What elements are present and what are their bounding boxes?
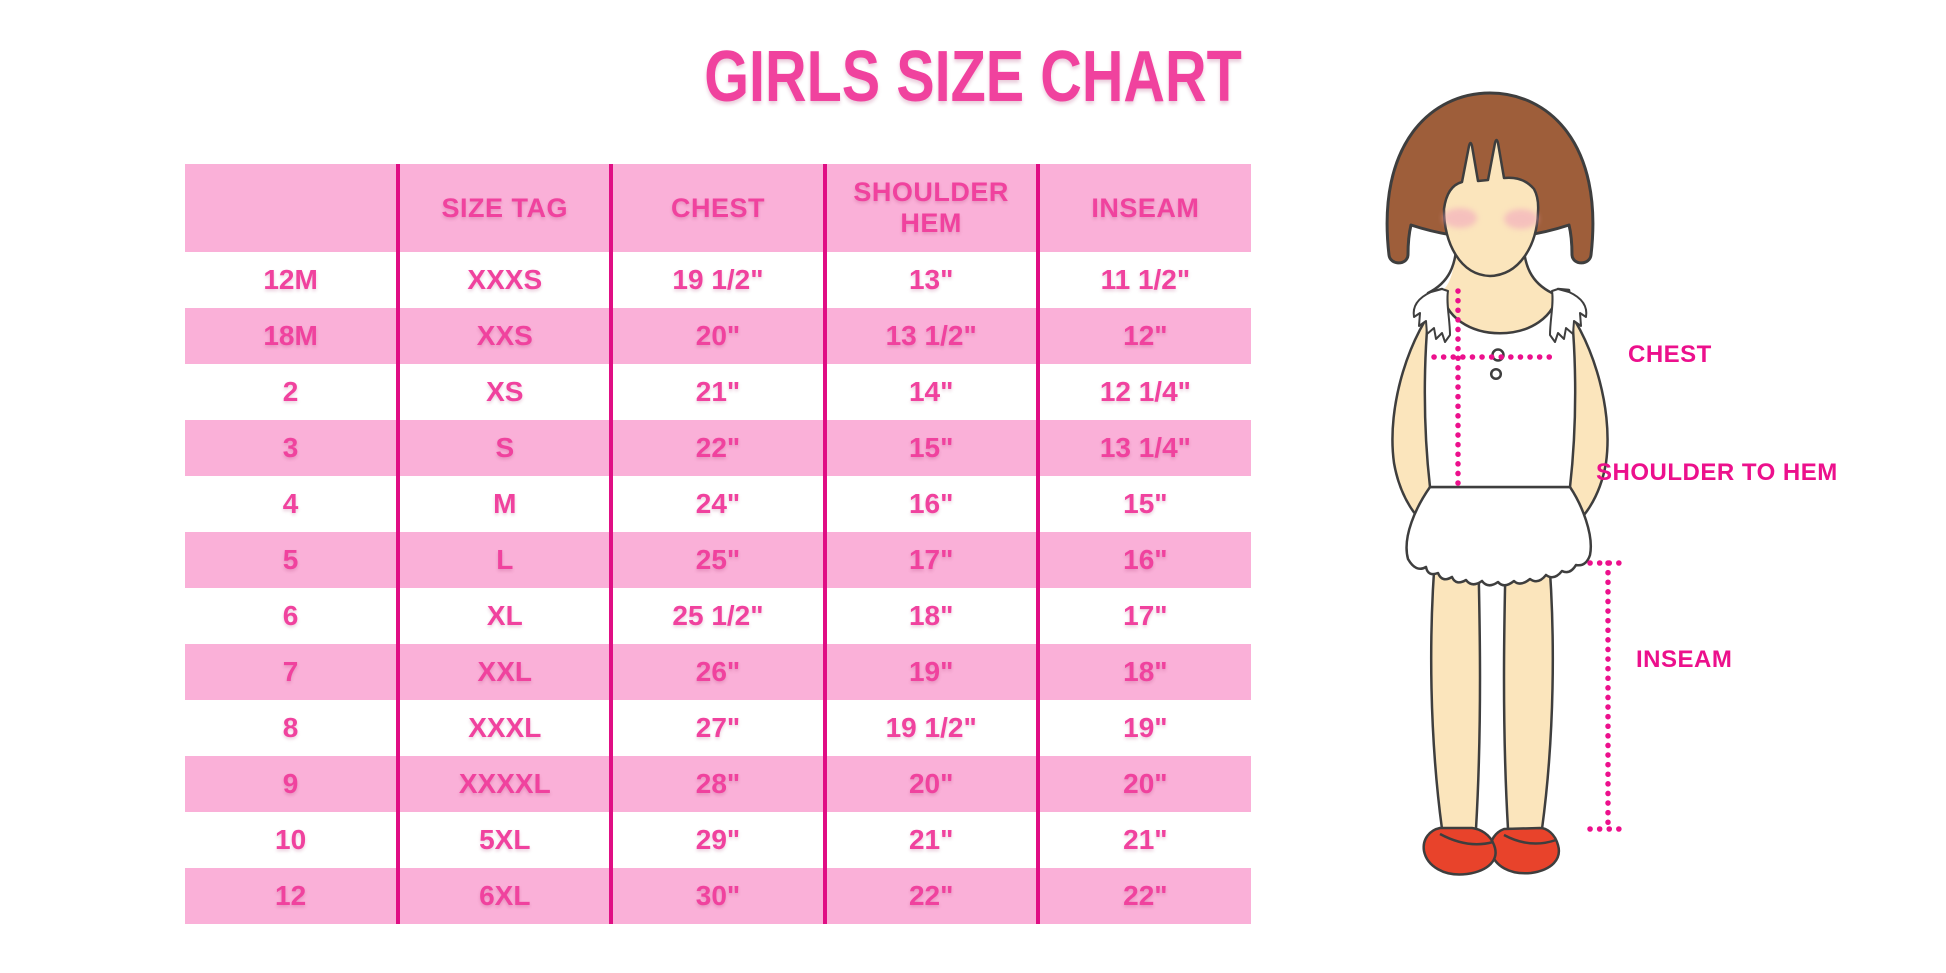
legs: [1429, 543, 1555, 831]
table-cell: 16": [822, 476, 1038, 532]
shoes: [1422, 826, 1561, 876]
table-cell: 13": [822, 252, 1038, 308]
table-cell: 19 1/2": [609, 252, 825, 308]
table-cell: 5: [185, 532, 399, 588]
table-row: 12 6XL 30" 22" 22": [185, 868, 1251, 924]
table-cell: 12": [1035, 308, 1251, 364]
table-cell: 19 1/2": [822, 700, 1038, 756]
table-cell: 18": [822, 588, 1038, 644]
table-cell: 13 1/4": [1035, 420, 1251, 476]
table-row: 6 XL 25 1/2" 18" 17": [185, 588, 1251, 644]
table-cell: XXXXL: [396, 756, 612, 812]
table-cell: XS: [396, 364, 612, 420]
table-cell: XXS: [396, 308, 612, 364]
table-cell: 20": [822, 756, 1038, 812]
table-cell: 11 1/2": [1035, 252, 1251, 308]
table-cell: 22": [822, 868, 1038, 924]
table-row: 7 XXL 26" 19" 18": [185, 644, 1251, 700]
table-header-row: SIZE TAG CHEST SHOULDER HEM INSEAM: [185, 164, 1251, 252]
table-cell: 21": [822, 812, 1038, 868]
table-cell: 17": [822, 532, 1038, 588]
table-cell: M: [396, 476, 612, 532]
column-header: SHOULDER HEM: [822, 164, 1038, 252]
table-cell: 6XL: [396, 868, 612, 924]
table-cell: XXXS: [396, 252, 612, 308]
table-cell: XL: [396, 588, 612, 644]
dress-buttons: [1489, 348, 1505, 381]
shoulder-to-hem-label: SHOULDER TO HEM: [1596, 459, 1838, 486]
table-row: 10 5XL 29" 21" 21": [185, 812, 1251, 868]
table-cell: 15": [1035, 476, 1251, 532]
table-cell: 7: [185, 644, 399, 700]
table-cell: 12 1/4": [1035, 364, 1251, 420]
table-cell: 25 1/2": [609, 588, 825, 644]
table-cell: 29": [609, 812, 825, 868]
table-row: 5 L 25" 17" 16": [185, 532, 1251, 588]
table-cell: 26": [609, 644, 825, 700]
table-cell: 12: [185, 868, 399, 924]
table-cell: L: [396, 532, 612, 588]
table-cell: XXL: [396, 644, 612, 700]
table-cell: XXXL: [396, 700, 612, 756]
table-cell: 5XL: [396, 812, 612, 868]
table-row: 4 M 24" 16" 15": [185, 476, 1251, 532]
table-cell: 30": [609, 868, 825, 924]
table-cell: 4: [185, 476, 399, 532]
table-cell: 17": [1035, 588, 1251, 644]
chest-label: CHEST: [1628, 341, 1712, 368]
table-cell: 18": [1035, 644, 1251, 700]
table-cell: 2: [185, 364, 399, 420]
column-header: INSEAM: [1035, 164, 1251, 252]
table-cell: 19": [822, 644, 1038, 700]
table-cell: 19": [1035, 700, 1251, 756]
table-cell: 8: [185, 700, 399, 756]
table-cell: 10: [185, 812, 399, 868]
table-cell: 20": [609, 308, 825, 364]
girl-illustration: [1385, 91, 1625, 876]
blush-cheeks: [1443, 208, 1538, 229]
table-cell: 18M: [185, 308, 399, 364]
table-cell: 21": [1035, 812, 1251, 868]
table-cell: 22": [609, 420, 825, 476]
table-cell: 9: [185, 756, 399, 812]
table-row: 9 XXXXL 28" 20" 20": [185, 756, 1251, 812]
size-table-head: SIZE TAG CHEST SHOULDER HEM INSEAM: [185, 164, 1251, 252]
inseam-measure-line: [1587, 560, 1625, 832]
table-cell: 16": [1035, 532, 1251, 588]
column-header: [185, 164, 399, 252]
table-cell: 14": [822, 364, 1038, 420]
table-cell: 12M: [185, 252, 399, 308]
table-cell: 3: [185, 420, 399, 476]
table-cell: 20": [1035, 756, 1251, 812]
shoulder-ruffles: [1412, 288, 1588, 343]
table-row: 18M XXS 20" 13 1/2" 12": [185, 308, 1251, 364]
table-cell: 24": [609, 476, 825, 532]
size-table: SIZE TAG CHEST SHOULDER HEM INSEAM 12M XXXS 1…: [185, 164, 1251, 924]
table-cell: 15": [822, 420, 1038, 476]
column-header: CHEST: [609, 164, 825, 252]
page-title: GIRLS SIZE CHART: [704, 37, 1242, 117]
table-cell: 6: [185, 588, 399, 644]
skirt: [1405, 485, 1593, 587]
table-row: 2 XS 21" 14" 12 1/4": [185, 364, 1251, 420]
column-header: SIZE TAG: [396, 164, 612, 252]
table-cell: 13 1/2": [822, 308, 1038, 364]
table-row: 12M XXXS 19 1/2" 13" 11 1/2": [185, 252, 1251, 308]
inseam-label: INSEAM: [1636, 646, 1733, 673]
face: [1442, 138, 1540, 278]
table-cell: 27": [609, 700, 825, 756]
table-row: 8 XXXL 27" 19 1/2" 19": [185, 700, 1251, 756]
table-cell: 21": [609, 364, 825, 420]
table-cell: 25": [609, 532, 825, 588]
dress-top: [1423, 287, 1577, 489]
table-cell: 22": [1035, 868, 1251, 924]
table-cell: S: [396, 420, 612, 476]
table-row: 3 S 22" 15" 13 1/4": [185, 420, 1251, 476]
table-cell: 28": [609, 756, 825, 812]
size-table-body: 12M XXXS 19 1/2" 13" 11 1/2" 18M XXS 20" 13 1/2"…: [185, 252, 1251, 924]
